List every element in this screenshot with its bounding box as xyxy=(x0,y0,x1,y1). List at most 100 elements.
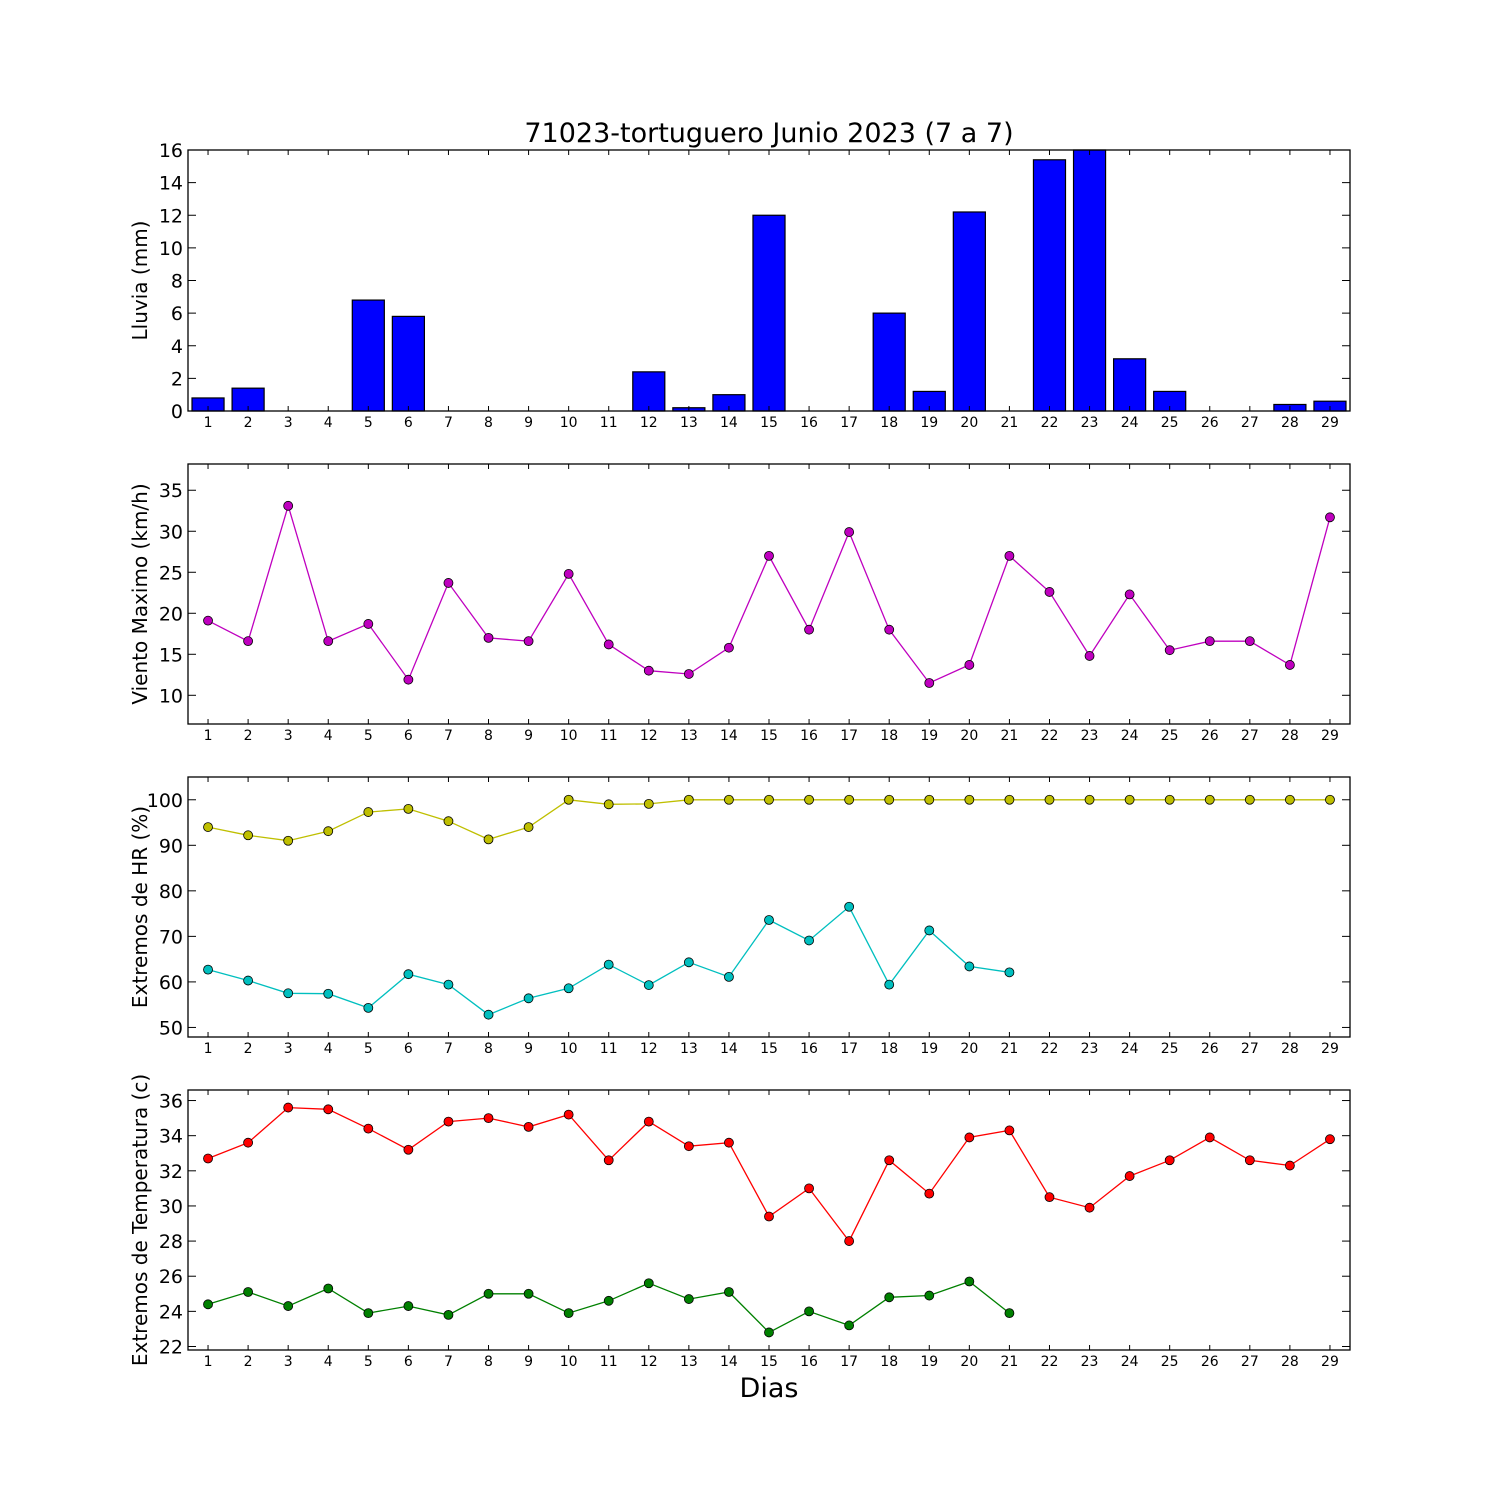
data-point xyxy=(323,1283,334,1294)
x-tick-label: 6 xyxy=(404,1354,413,1370)
data-point xyxy=(1124,589,1135,600)
data-point xyxy=(523,1121,534,1132)
x-tick-label: 9 xyxy=(524,728,533,744)
data-point xyxy=(483,1113,494,1124)
y-axis-label: Lluvia (mm) xyxy=(128,221,152,341)
x-tick-label: 15 xyxy=(760,1354,778,1370)
y-tick-label: 32 xyxy=(159,1161,183,1183)
data-point xyxy=(403,1144,414,1155)
x-tick-label: 8 xyxy=(484,1041,493,1057)
x-tick-label: 12 xyxy=(640,728,658,744)
data-point xyxy=(323,988,334,999)
x-tick-label: 5 xyxy=(364,728,373,744)
data-point xyxy=(844,527,855,537)
x-tick-label: 19 xyxy=(920,1354,938,1370)
data-point xyxy=(683,669,694,679)
data-point xyxy=(884,979,895,990)
y-tick-label: 60 xyxy=(159,972,183,994)
data-point xyxy=(443,1309,454,1320)
x-tick-label: 11 xyxy=(600,1041,618,1057)
data-point xyxy=(283,1102,294,1113)
y-tick-label: 4 xyxy=(171,336,183,358)
x-tick-label: 7 xyxy=(444,1041,453,1057)
data-point xyxy=(363,1123,374,1134)
y-axis-label: Extremos de Temperatura (c) xyxy=(128,1074,152,1366)
x-tick-label: 21 xyxy=(1000,415,1018,431)
data-point xyxy=(203,1153,213,1164)
data-point xyxy=(1124,794,1135,805)
y-tick-label: 90 xyxy=(159,835,183,857)
data-point xyxy=(363,619,374,629)
data-point xyxy=(884,794,895,805)
chart-title: 71023-tortuguero Junio 2023 (7 a 7) xyxy=(524,118,1013,149)
data-point xyxy=(483,1009,494,1020)
x-tick-label: 27 xyxy=(1241,415,1259,431)
data-point xyxy=(844,1236,855,1246)
bar xyxy=(632,371,666,412)
data-point xyxy=(603,639,614,650)
data-point xyxy=(243,975,254,986)
data-point xyxy=(443,979,454,990)
data-point xyxy=(1004,967,1015,978)
y-tick-label: 20 xyxy=(159,603,183,625)
bar xyxy=(752,214,786,412)
data-point xyxy=(683,794,694,805)
x-tick-label: 9 xyxy=(524,415,533,431)
data-point xyxy=(643,665,654,676)
x-tick-label: 8 xyxy=(484,728,493,744)
y-tick-label: 50 xyxy=(159,1017,183,1039)
y-tick-label: 30 xyxy=(159,1196,183,1218)
data-point xyxy=(603,959,614,970)
data-point xyxy=(403,1301,414,1311)
x-tick-label: 28 xyxy=(1281,728,1299,744)
x-tick-label: 14 xyxy=(720,415,738,431)
x-tick-label: 21 xyxy=(1000,1354,1018,1370)
x-tick-label: 4 xyxy=(324,415,333,431)
x-tick-label: 3 xyxy=(284,1041,293,1057)
x-tick-label: 14 xyxy=(720,728,738,744)
x-tick-label: 3 xyxy=(284,1354,293,1370)
x-tick-label: 16 xyxy=(800,1041,818,1057)
x-tick-label: 24 xyxy=(1121,1041,1139,1057)
data-point xyxy=(884,1292,895,1303)
x-tick-label: 16 xyxy=(800,415,818,431)
x-tick-label: 12 xyxy=(640,415,658,431)
data-point xyxy=(443,1116,454,1127)
data-point xyxy=(563,1109,574,1120)
x-tick-label: 21 xyxy=(1000,728,1018,744)
data-point xyxy=(764,794,774,805)
data-point xyxy=(443,816,454,827)
x-tick-label: 18 xyxy=(880,1041,898,1057)
bar xyxy=(1032,159,1067,412)
data-point xyxy=(884,1155,895,1166)
data-point xyxy=(1284,660,1295,670)
data-point xyxy=(203,964,213,975)
data-point xyxy=(964,660,975,670)
data-point xyxy=(283,835,294,846)
y-tick-label: 10 xyxy=(159,685,183,707)
data-point xyxy=(1084,651,1095,661)
x-tick-label: 10 xyxy=(560,728,578,744)
data-point xyxy=(1204,794,1215,805)
data-point xyxy=(603,1295,614,1306)
x-tick-label: 23 xyxy=(1081,415,1099,431)
x-tick-label: 22 xyxy=(1041,1354,1059,1370)
data-point xyxy=(563,1308,574,1319)
y-tick-label: 30 xyxy=(159,521,183,543)
data-point xyxy=(483,632,494,643)
data-point xyxy=(1044,794,1055,805)
data-point xyxy=(764,1327,774,1338)
x-tick-label: 2 xyxy=(244,415,253,431)
x-tick-label: 20 xyxy=(960,1354,978,1370)
x-tick-label: 18 xyxy=(880,415,898,431)
data-point xyxy=(603,1155,614,1166)
data-point xyxy=(844,1320,855,1331)
x-tick-label: 10 xyxy=(560,1354,578,1370)
x-tick-label: 3 xyxy=(284,415,293,431)
x-tick-label: 2 xyxy=(244,1041,253,1057)
x-tick-label: 10 xyxy=(560,415,578,431)
x-tick-label: 5 xyxy=(364,1041,373,1057)
data-point xyxy=(683,1141,694,1152)
x-tick-label: 8 xyxy=(484,415,493,431)
